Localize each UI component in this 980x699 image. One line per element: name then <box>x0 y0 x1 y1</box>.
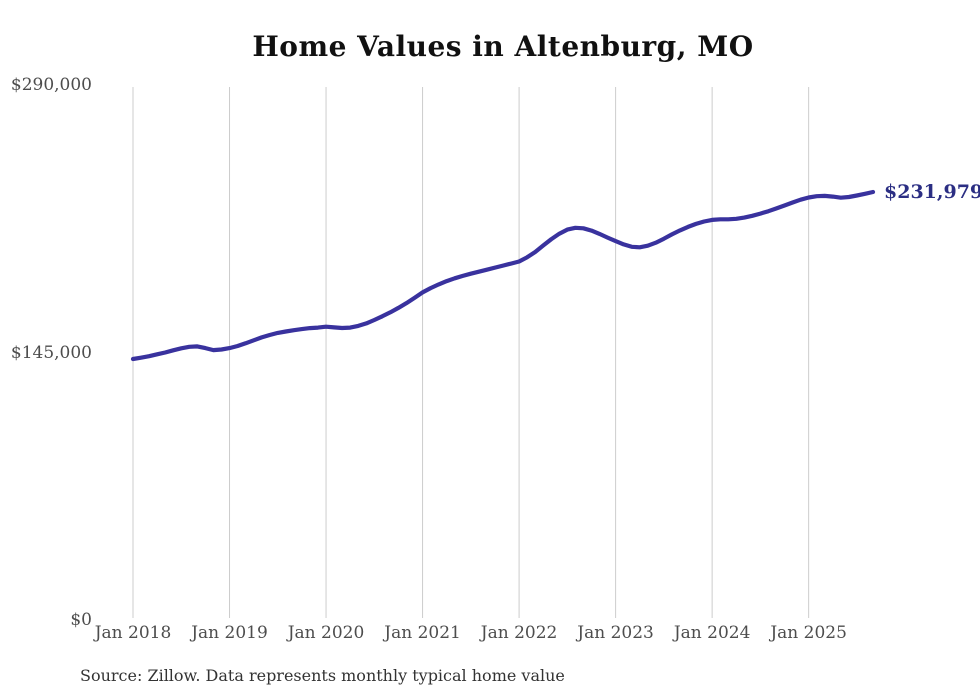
chart-title: Home Values in Altenburg, MO <box>252 30 754 63</box>
source-note: Source: Zillow. Data represents monthly … <box>80 666 565 685</box>
y-axis-tick-label: $290,000 <box>10 75 92 95</box>
last-value-label: $231,979 <box>884 181 980 204</box>
y-axis-tick-label: $145,000 <box>10 342 92 363</box>
home-value-line <box>130 189 876 362</box>
x-axis-tick-label: Jan 2021 <box>384 623 461 643</box>
x-axis-tick-label: Jan 2019 <box>191 623 268 643</box>
x-axis-tick-label: Jan 2025 <box>770 623 847 643</box>
x-axis-tick-label: Jan 2024 <box>673 623 751 643</box>
x-axis-tick-label: Jan 2022 <box>480 623 558 643</box>
y-axis-tick-label: $0 <box>70 610 92 630</box>
x-axis-tick-label: Jan 2020 <box>287 623 365 643</box>
x-axis-tick-label: Jan 2023 <box>577 623 654 643</box>
x-axis-tick-label: Jan 2018 <box>94 623 172 643</box>
